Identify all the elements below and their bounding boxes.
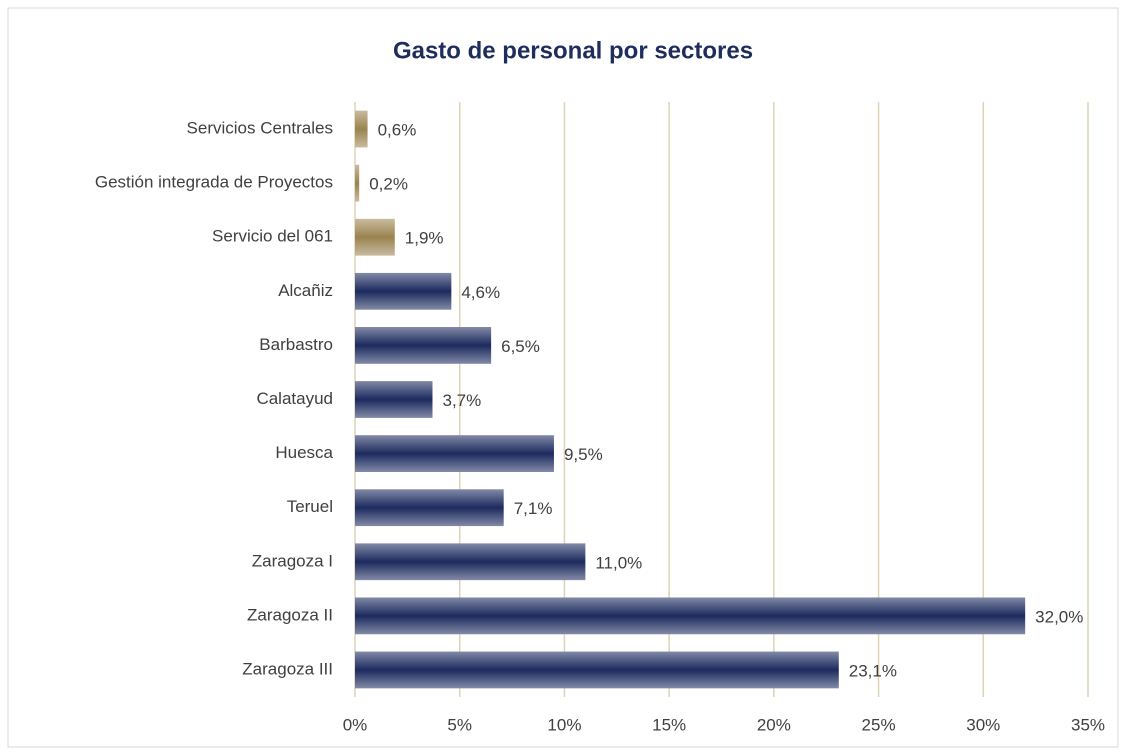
y-tick-label: Servicio del 061 — [212, 227, 333, 246]
y-tick-label: Teruel — [287, 497, 333, 516]
x-tick-label: 35% — [1071, 715, 1105, 734]
x-tick-label: 30% — [966, 715, 1000, 734]
value-label: 9,5% — [564, 445, 603, 464]
x-tick-label: 5% — [447, 715, 472, 734]
value-label: 0,2% — [369, 175, 408, 194]
value-label: 4,6% — [461, 283, 500, 302]
bar — [355, 164, 360, 202]
bar — [355, 435, 554, 472]
chart-frame — [7, 7, 1119, 748]
chart-title: Gasto de personal por sectores — [393, 37, 753, 64]
y-tick-label: Calatayud — [256, 389, 333, 408]
bar — [355, 272, 452, 310]
value-label: 23,1% — [849, 661, 897, 680]
y-tick-label: Zaragoza II — [247, 605, 333, 624]
y-tick-label: Alcañiz — [278, 281, 333, 300]
y-tick-label: Zaragoza III — [242, 659, 333, 678]
value-label: 3,7% — [442, 391, 481, 410]
value-label: 1,9% — [405, 229, 444, 248]
value-label: 6,5% — [501, 337, 540, 356]
x-tick-label: 15% — [652, 715, 686, 734]
bar — [355, 110, 368, 148]
x-tick-label: 25% — [862, 715, 896, 734]
y-tick-label: Servicios Centrales — [187, 119, 333, 138]
value-label: 0,6% — [378, 121, 417, 140]
y-tick-label: Zaragoza I — [252, 551, 333, 570]
bar — [355, 327, 492, 364]
value-label: 7,1% — [514, 499, 553, 518]
value-label: 32,0% — [1035, 607, 1083, 626]
bar — [355, 651, 839, 689]
bar — [355, 218, 395, 256]
y-tick-label: Huesca — [275, 443, 333, 462]
bar — [355, 489, 504, 527]
bar — [355, 381, 433, 418]
bar — [355, 543, 586, 581]
x-tick-label: 0% — [343, 715, 368, 734]
x-tick-label: 20% — [757, 715, 791, 734]
y-tick-label: Gestión integrada de Proyectos — [95, 173, 333, 192]
y-tick-label: Barbastro — [259, 335, 333, 354]
x-tick-label: 10% — [547, 715, 581, 734]
bar — [355, 597, 1026, 635]
value-label: 11,0% — [595, 553, 642, 572]
